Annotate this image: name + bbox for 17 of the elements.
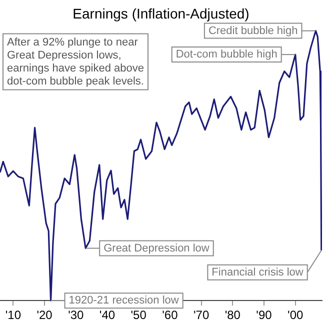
x-tick-label: '60 (162, 308, 178, 322)
x-tick-label: '50 (130, 308, 147, 322)
x-tick-label: '70 (193, 308, 210, 322)
x-tick-label: '10 (5, 308, 22, 322)
annotation: Financial crisis low (212, 266, 304, 278)
annotation: Credit bubble high (208, 24, 298, 37)
x-tick-label: '80 (224, 308, 241, 322)
x-tick-label: '40 (99, 308, 116, 322)
annotation: Dot-com bubble high (176, 48, 278, 61)
x-tick-label: '90 (256, 308, 272, 322)
annotation: Great Depression low (104, 242, 210, 254)
x-tick-label: '20 (36, 308, 53, 322)
annotation: After a 92% plunge to near Great Depression lows, earnings have spiked above dot-com bubble peak levels. (7, 36, 144, 88)
x-tick-label: '30 (68, 308, 84, 322)
chart-title: Earnings (Inflation-Adjusted) (72, 5, 250, 22)
x-tick-label: '00 (288, 308, 304, 322)
annotation: 1920-21 recession low (68, 294, 179, 307)
